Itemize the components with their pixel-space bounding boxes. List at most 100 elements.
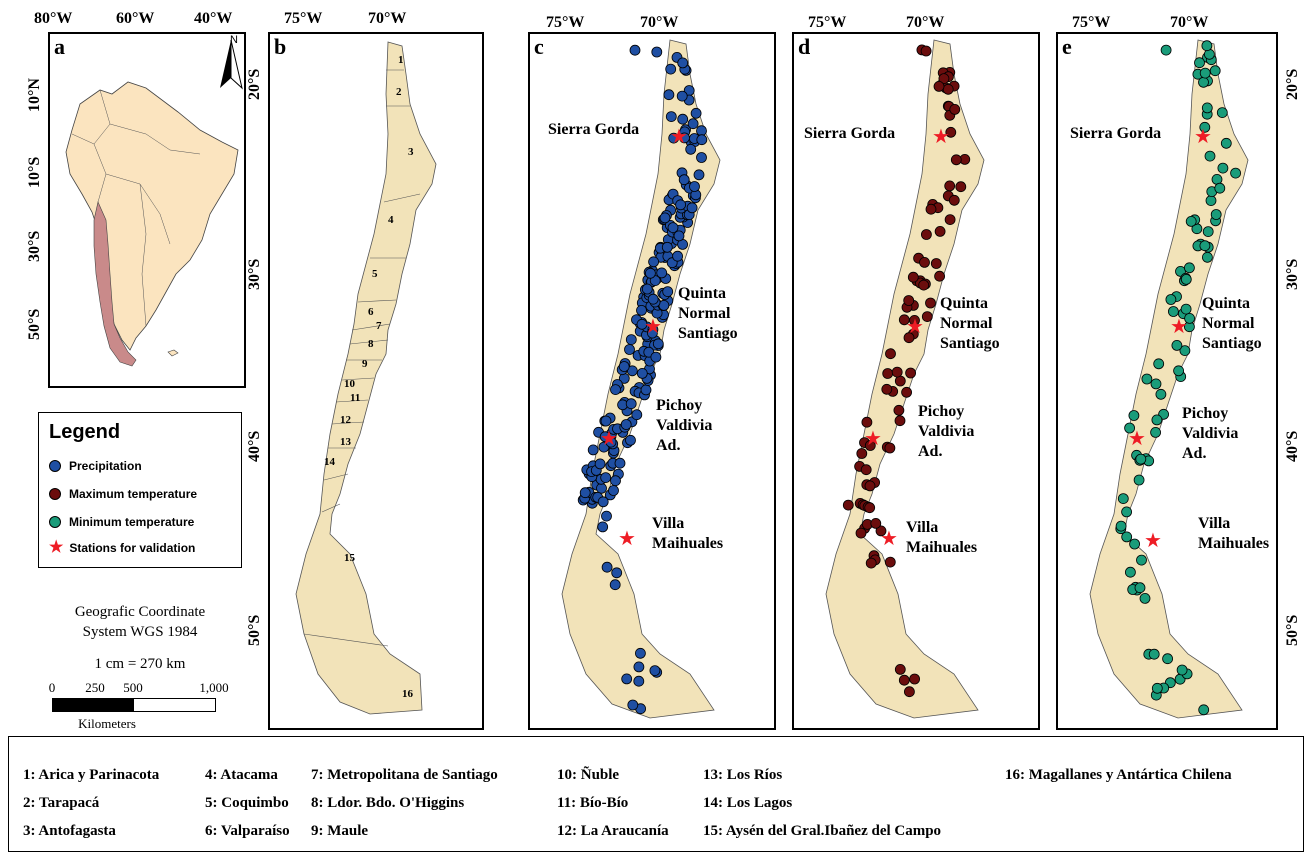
chile-mintemp-svg — [1089, 39, 1249, 719]
station-dot — [667, 222, 679, 234]
station-dot — [1230, 167, 1242, 179]
station-dot — [696, 134, 708, 146]
star-icon: ★ — [1170, 316, 1188, 338]
station-dot — [1151, 414, 1163, 426]
station-dot — [1133, 474, 1145, 486]
station-line: Valdivia — [1182, 425, 1239, 442]
tick-70w: 70°W — [1170, 14, 1209, 31]
star-icon: ★ — [600, 428, 618, 450]
station-line: Quinta — [1202, 295, 1251, 312]
station-dot — [1180, 273, 1192, 285]
station-dot — [597, 496, 609, 508]
station-dot — [920, 229, 932, 240]
station-dot — [656, 267, 668, 279]
star-icon: ★ — [49, 539, 64, 556]
region-label: 10: Ñuble — [557, 767, 620, 783]
station-sierra-gorda: Sierra Gorda — [1070, 125, 1162, 142]
tick-40w: 40°W — [194, 10, 233, 27]
station-dot — [675, 199, 687, 211]
station-dot — [645, 267, 656, 279]
chile-regions-svg — [295, 41, 437, 715]
tick-50s: 50°S — [246, 614, 263, 646]
station-line: Ad. — [656, 437, 681, 454]
station-dot — [921, 311, 933, 323]
station-dot — [891, 366, 903, 378]
panel-b-map: b 1 2 3 4 5 6 7 8 9 10 11 12 13 14 15 16 — [268, 32, 484, 730]
station-dot — [945, 126, 957, 138]
station-dot — [636, 304, 647, 316]
star-icon: ★ — [1194, 126, 1212, 148]
region-num-16: 16 — [402, 688, 413, 700]
tick-20s: 20°S — [1284, 68, 1301, 100]
station-villa-maihuales: Villa Maihuales — [1198, 514, 1269, 554]
region-num-11: 11 — [350, 392, 361, 404]
station-dot — [614, 457, 626, 469]
station-dot — [1199, 67, 1211, 79]
station-dot — [636, 367, 648, 379]
station-dot — [635, 647, 646, 659]
station-dot — [641, 283, 653, 295]
station-dot — [596, 482, 607, 494]
station-dot — [633, 675, 645, 687]
station-dot — [689, 181, 700, 192]
station-line: Maihuales — [1198, 535, 1270, 552]
station-dot — [1217, 162, 1229, 174]
tick-30s: 30°S — [26, 230, 43, 262]
station-dot — [652, 338, 664, 350]
station-dot — [1199, 240, 1211, 252]
station-dot — [1117, 493, 1129, 505]
station-dot — [631, 409, 643, 421]
station-dot — [599, 431, 611, 443]
station-dot — [648, 256, 659, 268]
station-dot — [1134, 582, 1146, 594]
station-dot — [864, 480, 876, 492]
region-label: 16: Magallanes y Antártica Chilena — [1005, 767, 1232, 783]
star-icon: ★ — [864, 428, 882, 450]
station-dot — [1210, 209, 1222, 220]
station-dot — [1194, 57, 1205, 69]
min-temp-dot-icon — [49, 516, 61, 528]
panel-a-letter: a — [54, 34, 65, 59]
region-num-13: 13 — [340, 436, 351, 448]
station-dot — [690, 107, 702, 119]
tick-40s: 40°S — [246, 430, 263, 462]
station-dot — [587, 444, 599, 456]
station-dot — [594, 458, 606, 470]
station-line: Maihuales — [906, 539, 978, 556]
station-quinta-normal: Quinta Normal Santiago — [1202, 294, 1262, 354]
station-dot — [647, 293, 659, 305]
station-dot — [875, 525, 887, 537]
chile-highlight — [93, 201, 137, 367]
station-dot — [1173, 365, 1184, 377]
station-dot — [1209, 65, 1221, 77]
tick-70w: 70°W — [640, 14, 679, 31]
tick-40s: 40°S — [1284, 430, 1301, 462]
legend-title: Legend — [49, 421, 121, 443]
star-icon: ★ — [670, 126, 688, 148]
star-icon: ★ — [932, 126, 950, 148]
scale-unit: Kilometers — [78, 716, 136, 731]
station-dot — [647, 327, 658, 339]
region-num-8: 8 — [368, 338, 374, 350]
region-num-3: 3 — [408, 146, 414, 158]
region-label: 13: Los Ríos — [703, 767, 783, 783]
station-dot — [1180, 303, 1192, 315]
station-dot — [629, 44, 641, 56]
station-line: Maihuales — [652, 535, 724, 552]
station-dot — [625, 334, 637, 346]
station-dot — [1141, 373, 1153, 385]
station-dot — [618, 361, 630, 372]
station-dot — [673, 230, 685, 242]
station-dot — [1199, 121, 1211, 133]
station-dot — [625, 434, 636, 446]
station-dot — [1198, 76, 1209, 88]
star-icon: ★ — [644, 316, 662, 338]
north-arrow-icon — [220, 39, 243, 90]
station-dot — [1153, 358, 1165, 370]
region-num-15: 15 — [344, 552, 355, 564]
star-icon: ★ — [880, 528, 898, 550]
station-dot — [881, 383, 893, 395]
region-num-2: 2 — [396, 86, 402, 98]
region-label: 2: Tarapacá — [23, 795, 100, 811]
station-pichoy: Pichoy Valdivia Ad. — [656, 396, 712, 456]
